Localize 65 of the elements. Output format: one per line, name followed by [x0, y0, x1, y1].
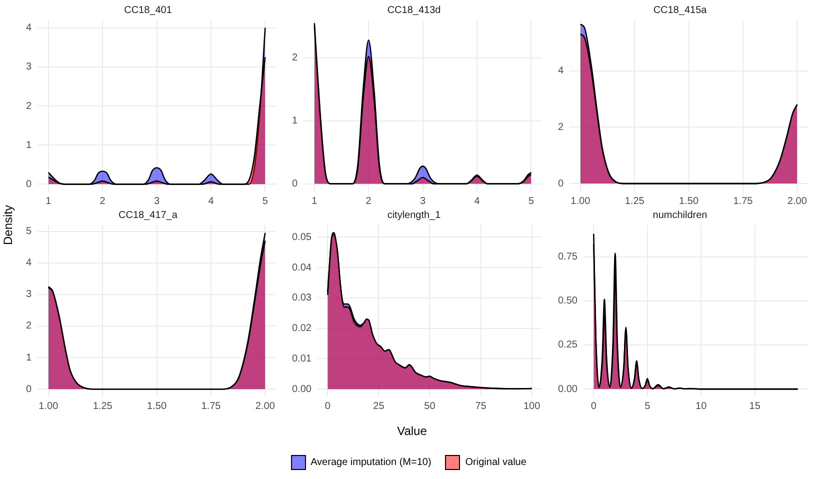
x-tick-label: 1.00	[570, 196, 591, 207]
x-tick-label: 2	[366, 196, 372, 207]
legend-label: Original value	[465, 457, 526, 468]
x-tick-label: 1.75	[201, 400, 222, 412]
y-tick-label: 4	[26, 22, 32, 34]
chart-title: CC18_401	[124, 4, 172, 16]
y-axis-title: Density	[1, 204, 16, 246]
x-tick-label: 1.50	[147, 400, 167, 412]
x-tick-label: 2.00	[787, 196, 808, 207]
x-axis-title: Value	[397, 424, 427, 438]
x-tick-label: 2	[100, 196, 106, 207]
y-tick-label: 0	[558, 178, 564, 190]
y-tick-label: 4	[26, 258, 32, 269]
x-tick-label: 100	[523, 400, 541, 412]
x-tick-label: 2.00	[255, 400, 276, 412]
x-tick-label: 50	[424, 400, 436, 412]
y-tick-label: 2	[292, 52, 298, 64]
y-tick-label: 1	[26, 140, 32, 151]
y-tick-label: 1	[26, 352, 32, 364]
y-tick-label: 2	[26, 100, 32, 112]
y-tick-label: 0	[292, 178, 298, 190]
x-tick-label: 15	[749, 400, 761, 412]
x-tick-label: 1.25	[624, 196, 645, 207]
x-tick-label: 10	[696, 400, 708, 412]
y-tick-label: 0.05	[292, 232, 312, 243]
y-tick-label: 5	[26, 226, 32, 238]
x-tick-label: 5	[528, 196, 534, 207]
x-tick-label: 3	[420, 196, 426, 207]
x-tick-label: 4	[474, 196, 480, 207]
y-tick-label: 3	[26, 62, 32, 73]
legend-label: Average imputation (M=10)	[310, 457, 432, 468]
x-tick-label: 1.75	[733, 196, 754, 207]
x-tick-label: 4	[208, 196, 214, 207]
y-tick-label: 2	[26, 320, 32, 332]
y-tick-label: 0.00	[292, 384, 312, 395]
x-tick-label: 0	[324, 400, 331, 412]
y-tick-label: 0.75	[558, 252, 578, 263]
y-tick-label: 3	[26, 289, 32, 300]
y-tick-label: 2	[558, 122, 564, 133]
x-tick-label: 25	[373, 400, 385, 412]
y-tick-label: 4	[558, 66, 564, 77]
y-tick-label: 0.25	[558, 340, 578, 351]
chart-title: citylength_1	[387, 210, 442, 221]
x-tick-label: 0	[590, 400, 597, 412]
y-tick-label: 0.04	[292, 262, 312, 274]
y-tick-label: 1	[292, 116, 298, 127]
y-tick-label: 0	[26, 384, 32, 395]
x-tick-label: 1.50	[679, 196, 699, 207]
x-tick-label: 1.00	[38, 400, 59, 412]
chart-title: CC18_417_a	[118, 210, 178, 221]
chart-title: CC18_413d	[387, 4, 441, 16]
y-tick-label: 0	[26, 178, 32, 190]
x-tick-label: 1	[46, 196, 52, 207]
chart-title: numchildren	[652, 210, 708, 221]
x-tick-label: 5	[644, 400, 651, 412]
chart-title: CC18_415a	[653, 4, 708, 16]
y-tick-label: 0.50	[558, 296, 578, 307]
y-tick-label: 0.00	[558, 384, 578, 395]
x-tick-label: 75	[475, 400, 487, 412]
x-tick-label: 5	[262, 196, 268, 207]
y-tick-label: 0.03	[292, 292, 312, 304]
y-tick-label: 0.02	[292, 323, 312, 334]
x-tick-label: 3	[154, 196, 160, 207]
x-tick-label: 1.25	[92, 400, 113, 412]
y-tick-label: 0.01	[292, 353, 312, 364]
